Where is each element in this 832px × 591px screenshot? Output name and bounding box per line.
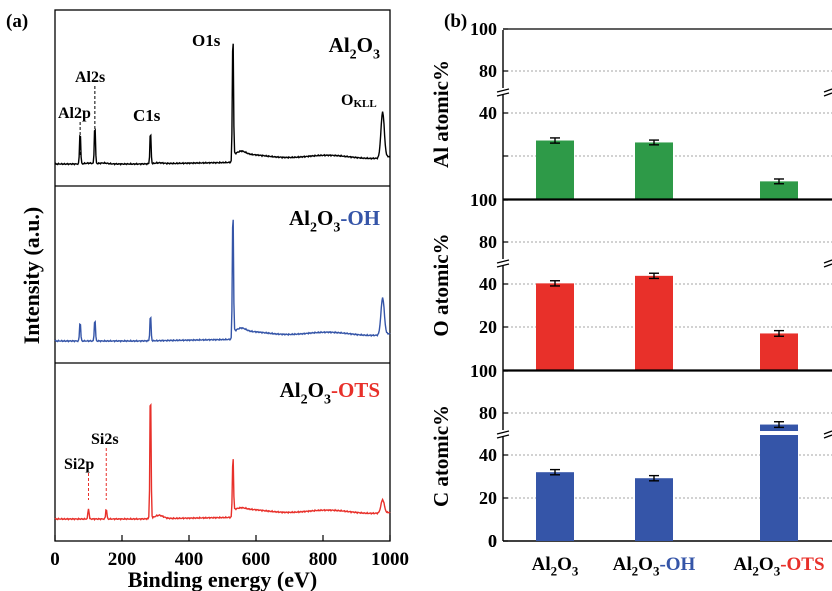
peak-label: Si2p [64,456,94,473]
x-tick-label: 0 [50,549,60,570]
axis-break-mark [823,88,832,93]
atomic-percent-panel: 40 80 100 Al atomic% 20 40 80 100 O atomic% 0 20 40… [429,19,832,579]
y-tick-label: 100 [470,19,497,39]
series-label: Al2O3 [329,33,380,62]
y-tick-label: 80 [479,61,497,81]
axis-break-mark [496,88,510,93]
spectrum-line [54,219,391,343]
y-axis-label: Intensity (a.u.) [19,207,44,345]
y-tick-label: 40 [479,103,497,123]
bar [635,142,673,199]
y-tick-label: 80 [479,232,497,252]
y-tick-label: 0 [488,531,497,551]
axis-break-mark [496,263,510,268]
bar [760,181,798,199]
spectrum-line [54,402,391,521]
peak-label: Al2p [58,105,91,122]
x-tick-label: Al2O3-OTS [733,554,824,579]
y-tick-label: 40 [479,445,497,465]
axis-break-mark [823,430,832,435]
x-tick-label: Al2O3-OH [613,554,696,579]
series-label: Al2O3-OTS [280,378,380,407]
axis-break-mark [496,430,510,435]
y-tick-label: 20 [479,488,497,508]
bar [760,424,798,541]
xps-survey-panel: Al2O3 Al2O3-OH Al2O3-OTS Al2p Al2s C1s O1s OKLL… [19,9,409,591]
bar [635,275,673,370]
x-tick-label: 1000 [371,549,409,570]
peak-label: Al2s [75,69,105,86]
axis-break-mark [823,259,832,264]
axis-break-mark [496,259,510,264]
axis-break-mark [823,92,832,97]
bar [760,333,798,370]
panel-label-a: (a) [6,11,28,32]
y-axis-label: O atomic% [429,233,453,336]
y-tick-label: 100 [470,361,497,381]
plot-frame [54,9,391,542]
series-label: Al2O3-OH [289,206,380,235]
bar [536,472,574,541]
spectrum-line [54,43,391,166]
axis-break-mark [496,92,510,97]
x-axis-label: Binding energy (eV) [128,567,317,591]
y-tick-label: 100 [470,190,497,210]
y-axis-label: Al atomic% [429,60,453,168]
x-tick-label: Al2O3 [532,554,579,579]
y-tick-label: 0 [488,531,497,551]
x-tick-label: 600 [242,549,271,570]
y-tick-label: 20 [479,317,497,337]
peak-label: C1s [133,106,161,125]
peak-label: O1s [192,31,221,50]
axis-break-mark [823,434,832,439]
axis-break-mark [823,263,832,268]
x-tick-label: 200 [108,549,137,570]
bar-break-gap [759,431,799,435]
peak-label: OKLL [341,92,377,110]
y-tick-label: 80 [479,403,497,423]
bar [536,283,574,370]
x-tick-label: 800 [309,549,338,570]
y-tick-label: 40 [479,274,497,294]
x-tick-label: 400 [175,549,204,570]
bar [536,140,574,199]
y-axis-label: C atomic% [429,405,453,507]
panel-label-b: (b) [444,11,467,32]
bar [635,478,673,541]
peak-label: Si2s [91,431,119,448]
axis-break-mark [496,434,510,439]
